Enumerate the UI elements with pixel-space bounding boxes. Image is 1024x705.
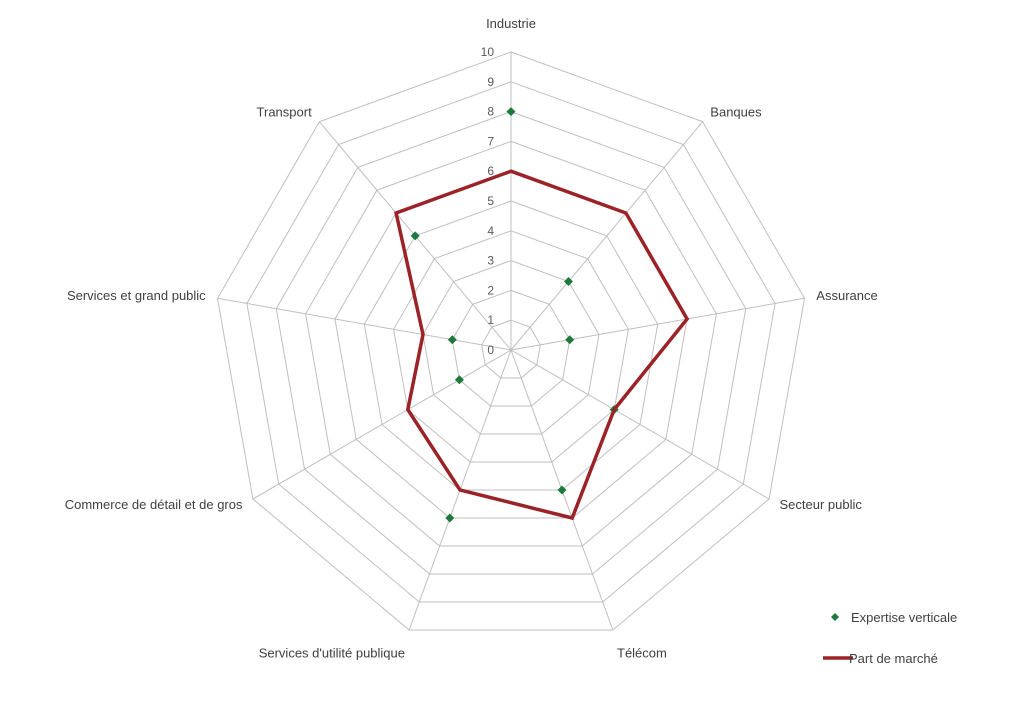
legend-label-0: Expertise verticale: [851, 610, 957, 625]
diamond-marker-1: [564, 277, 573, 286]
tick-label-5: 5: [487, 194, 494, 208]
category-label-5: Services d'utilité publique: [259, 645, 405, 660]
axis-labels: Industrie Banques Assurance Secteur public T…: [65, 16, 878, 660]
series-line-part-de-marche: [394, 169, 690, 521]
series-layer: [394, 107, 690, 523]
diamond-marker-4: [557, 485, 567, 495]
grid-ring-10: [216, 51, 806, 631]
category-label-8: Transport: [257, 105, 313, 120]
tick-labels: 0 1 2 3 4 5 6 7 8 9 10: [481, 45, 495, 357]
diamond-marker-0: [506, 107, 516, 117]
tick-label-10: 10: [481, 45, 495, 59]
category-label-1: Banques: [710, 105, 762, 120]
category-label-2: Assurance: [816, 288, 877, 303]
diamond-marker-5: [445, 513, 455, 523]
grid-ring-3: [422, 260, 600, 435]
category-label-3: Secteur public: [780, 497, 863, 512]
spoke-6: [252, 349, 512, 500]
grid-ring-9: [246, 81, 776, 603]
grid-layer: [216, 51, 806, 631]
spoke-1: [510, 121, 703, 351]
diamond-marker-8: [410, 231, 420, 241]
grid-ring-5: [363, 200, 659, 491]
tick-label-1: 1: [487, 313, 494, 327]
grid-ring-2: [451, 289, 571, 407]
tick-label-8: 8: [487, 105, 494, 119]
grid-ring-7: [305, 140, 717, 547]
legend: Expertise verticale Part de marché: [823, 610, 957, 666]
category-label-6: Commerce de détail et de gros: [65, 497, 243, 512]
grid-ring-8: [275, 111, 747, 575]
tick-label-2: 2: [487, 283, 494, 297]
spoke-3: [510, 349, 770, 500]
diamond-marker-2: [565, 335, 575, 345]
diamond-marker-7: [447, 335, 457, 345]
category-label-7: Services et grand public: [67, 288, 206, 303]
tick-label-7: 7: [487, 134, 494, 148]
grid-ring-1: [481, 319, 541, 379]
spoke-7: [217, 297, 512, 351]
tick-label-6: 6: [487, 164, 494, 178]
diamond-marker-6: [454, 375, 464, 385]
legend-diamond-swatch: [831, 613, 839, 621]
tick-label-4: 4: [487, 224, 494, 238]
legend-label-1: Part de marché: [849, 651, 938, 666]
category-label-0: Industrie: [486, 16, 536, 31]
category-label-4: Télécom: [617, 645, 667, 660]
tick-label-9: 9: [487, 75, 494, 89]
tick-label-3: 3: [487, 254, 494, 268]
tick-label-0: 0: [487, 343, 494, 357]
spoke-2: [510, 297, 805, 351]
